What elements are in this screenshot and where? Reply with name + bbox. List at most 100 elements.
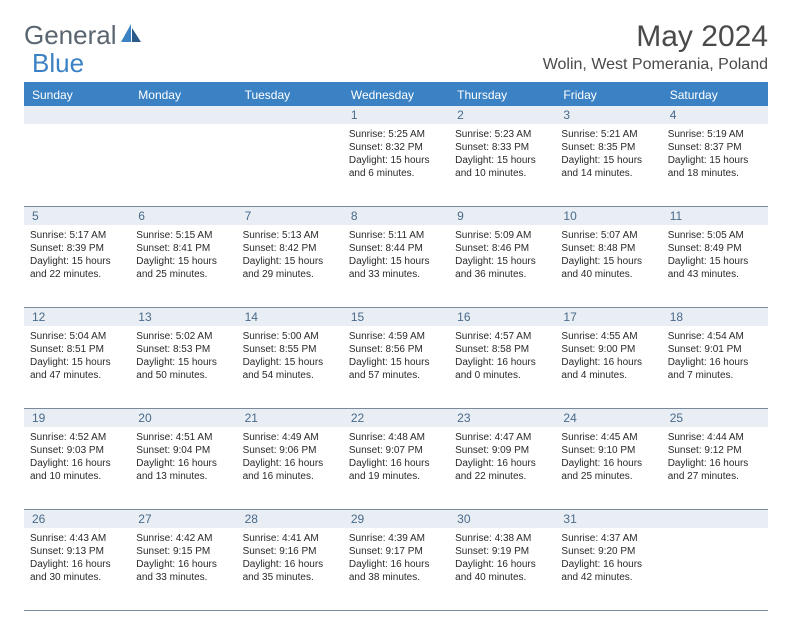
day-header-sun: Sunday <box>24 84 130 106</box>
daylight-text: Daylight: 15 hours <box>668 154 762 167</box>
daylight-text: Daylight: 15 hours <box>561 154 655 167</box>
daylight-text: and 19 minutes. <box>349 470 443 483</box>
calendar-cell: Sunrise: 4:51 AMSunset: 9:04 PMDaylight:… <box>130 427 236 509</box>
daylight-text: Daylight: 16 hours <box>243 457 337 470</box>
daylight-text: and 40 minutes. <box>561 268 655 281</box>
calendar-cell: Sunrise: 4:38 AMSunset: 9:19 PMDaylight:… <box>449 528 555 610</box>
day-header-tue: Tuesday <box>237 84 343 106</box>
sunrise-text: Sunrise: 4:42 AM <box>136 532 230 545</box>
calendar-cell: Sunrise: 4:42 AMSunset: 9:15 PMDaylight:… <box>130 528 236 610</box>
daylight-text: and 14 minutes. <box>561 167 655 180</box>
sunset-text: Sunset: 8:41 PM <box>136 242 230 255</box>
sunset-text: Sunset: 9:12 PM <box>668 444 762 457</box>
day-number: 17 <box>555 308 661 326</box>
calendar-cell: Sunrise: 5:23 AMSunset: 8:33 PMDaylight:… <box>449 124 555 206</box>
sunset-text: Sunset: 9:16 PM <box>243 545 337 558</box>
daylight-text: and 22 minutes. <box>30 268 124 281</box>
daylight-text: Daylight: 15 hours <box>30 255 124 268</box>
calendar-cell: Sunrise: 4:41 AMSunset: 9:16 PMDaylight:… <box>237 528 343 610</box>
daylight-text: and 33 minutes. <box>349 268 443 281</box>
sunset-text: Sunset: 9:15 PM <box>136 545 230 558</box>
sunrise-text: Sunrise: 4:45 AM <box>561 431 655 444</box>
daylight-text: and 0 minutes. <box>455 369 549 382</box>
daylight-text: and 27 minutes. <box>668 470 762 483</box>
calendar-cell: Sunrise: 4:44 AMSunset: 9:12 PMDaylight:… <box>662 427 768 509</box>
sunrise-text: Sunrise: 5:07 AM <box>561 229 655 242</box>
sunrise-text: Sunrise: 5:15 AM <box>136 229 230 242</box>
daylight-text: and 29 minutes. <box>243 268 337 281</box>
sunrise-text: Sunrise: 4:44 AM <box>668 431 762 444</box>
calendar-cell: Sunrise: 4:37 AMSunset: 9:20 PMDaylight:… <box>555 528 661 610</box>
daylight-text: and 47 minutes. <box>30 369 124 382</box>
daynum-row: 12131415161718 <box>24 308 768 326</box>
daylight-text: and 57 minutes. <box>349 369 443 382</box>
sunset-text: Sunset: 9:06 PM <box>243 444 337 457</box>
week-row: Sunrise: 4:52 AMSunset: 9:03 PMDaylight:… <box>24 427 768 510</box>
calendar-cell: Sunrise: 4:55 AMSunset: 9:00 PMDaylight:… <box>555 326 661 408</box>
daylight-text: and 6 minutes. <box>349 167 443 180</box>
sunrise-text: Sunrise: 4:38 AM <box>455 532 549 545</box>
sunrise-text: Sunrise: 4:48 AM <box>349 431 443 444</box>
day-number: 9 <box>449 207 555 225</box>
daylight-text: and 54 minutes. <box>243 369 337 382</box>
daylight-text: Daylight: 15 hours <box>561 255 655 268</box>
daylight-text: Daylight: 15 hours <box>243 356 337 369</box>
calendar-cell: Sunrise: 5:07 AMSunset: 8:48 PMDaylight:… <box>555 225 661 307</box>
day-number: 28 <box>237 510 343 528</box>
day-number: 13 <box>130 308 236 326</box>
sunset-text: Sunset: 9:10 PM <box>561 444 655 457</box>
day-number: 6 <box>130 207 236 225</box>
sunrise-text: Sunrise: 5:17 AM <box>30 229 124 242</box>
daynum-row: 262728293031 <box>24 510 768 528</box>
daylight-text: and 40 minutes. <box>455 571 549 584</box>
day-header-sat: Saturday <box>662 84 768 106</box>
day-number: 22 <box>343 409 449 427</box>
daylight-text: and 36 minutes. <box>455 268 549 281</box>
daylight-text: and 25 minutes. <box>561 470 655 483</box>
day-number: 1 <box>343 106 449 124</box>
calendar-cell: Sunrise: 5:15 AMSunset: 8:41 PMDaylight:… <box>130 225 236 307</box>
calendar-cell <box>662 528 768 610</box>
sunrise-text: Sunrise: 5:21 AM <box>561 128 655 141</box>
calendar-cell: Sunrise: 5:17 AMSunset: 8:39 PMDaylight:… <box>24 225 130 307</box>
daylight-text: and 35 minutes. <box>243 571 337 584</box>
day-number: 18 <box>662 308 768 326</box>
sunrise-text: Sunrise: 5:19 AM <box>668 128 762 141</box>
sunset-text: Sunset: 9:01 PM <box>668 343 762 356</box>
sunrise-text: Sunrise: 5:09 AM <box>455 229 549 242</box>
calendar-cell: Sunrise: 4:39 AMSunset: 9:17 PMDaylight:… <box>343 528 449 610</box>
calendar-cell: Sunrise: 5:04 AMSunset: 8:51 PMDaylight:… <box>24 326 130 408</box>
calendar-cell: Sunrise: 5:00 AMSunset: 8:55 PMDaylight:… <box>237 326 343 408</box>
daylight-text: and 13 minutes. <box>136 470 230 483</box>
daylight-text: Daylight: 15 hours <box>30 356 124 369</box>
day-number: 30 <box>449 510 555 528</box>
sunrise-text: Sunrise: 4:57 AM <box>455 330 549 343</box>
sunset-text: Sunset: 8:49 PM <box>668 242 762 255</box>
sunrise-text: Sunrise: 5:02 AM <box>136 330 230 343</box>
sunset-text: Sunset: 8:53 PM <box>136 343 230 356</box>
calendar-cell: Sunrise: 4:52 AMSunset: 9:03 PMDaylight:… <box>24 427 130 509</box>
sunset-text: Sunset: 9:09 PM <box>455 444 549 457</box>
day-number <box>24 106 130 124</box>
sunrise-text: Sunrise: 4:39 AM <box>349 532 443 545</box>
daylight-text: and 7 minutes. <box>668 369 762 382</box>
calendar-cell: Sunrise: 5:02 AMSunset: 8:53 PMDaylight:… <box>130 326 236 408</box>
daylight-text: and 18 minutes. <box>668 167 762 180</box>
daylight-text: Daylight: 16 hours <box>136 457 230 470</box>
calendar-cell <box>24 124 130 206</box>
calendar-cell: Sunrise: 5:19 AMSunset: 8:37 PMDaylight:… <box>662 124 768 206</box>
daylight-text: Daylight: 15 hours <box>455 154 549 167</box>
daylight-text: and 10 minutes. <box>30 470 124 483</box>
sunrise-text: Sunrise: 4:47 AM <box>455 431 549 444</box>
calendar-cell: Sunrise: 5:13 AMSunset: 8:42 PMDaylight:… <box>237 225 343 307</box>
sunrise-text: Sunrise: 5:05 AM <box>668 229 762 242</box>
day-number: 4 <box>662 106 768 124</box>
sunrise-text: Sunrise: 4:43 AM <box>30 532 124 545</box>
sunset-text: Sunset: 8:48 PM <box>561 242 655 255</box>
sunrise-text: Sunrise: 5:25 AM <box>349 128 443 141</box>
calendar-cell: Sunrise: 4:57 AMSunset: 8:58 PMDaylight:… <box>449 326 555 408</box>
daylight-text: Daylight: 16 hours <box>561 356 655 369</box>
day-number: 26 <box>24 510 130 528</box>
daylight-text: Daylight: 16 hours <box>30 558 124 571</box>
day-number: 20 <box>130 409 236 427</box>
